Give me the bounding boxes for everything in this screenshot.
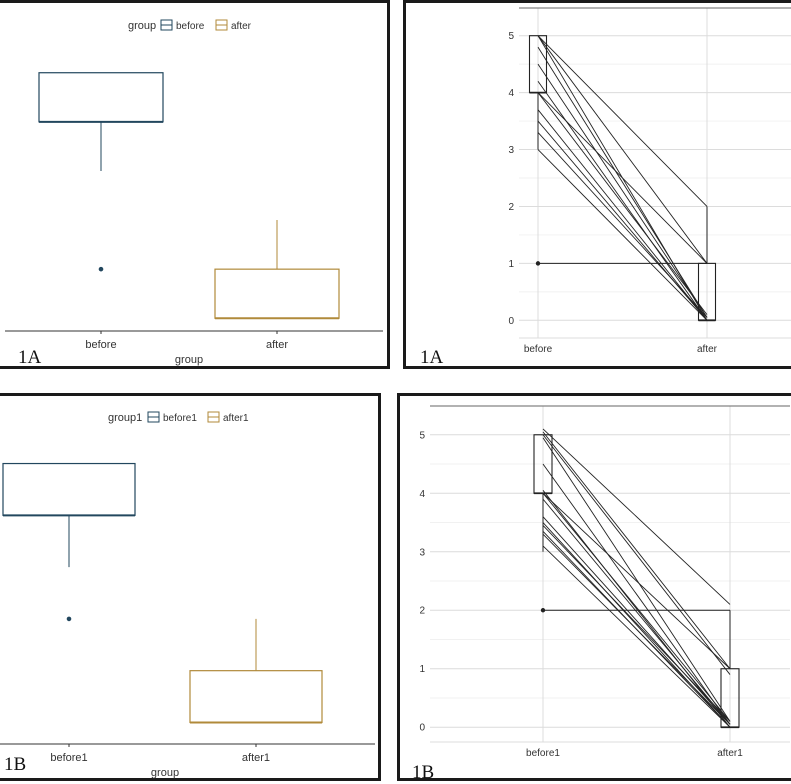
pair-line-11 — [537, 149, 708, 321]
panel-label: 1B — [4, 754, 26, 775]
legend-label-after: after — [231, 21, 252, 32]
box-before — [38, 72, 164, 123]
pair-line-9 — [537, 120, 708, 321]
pair-line-0 — [542, 428, 731, 605]
x-tick-label-after: after — [697, 344, 718, 355]
x-tick-label-before: before — [85, 339, 116, 351]
x-tick-label-after: after — [266, 339, 288, 351]
y-tick-label: 5 — [508, 31, 514, 42]
pair-line-5 — [537, 80, 708, 321]
pair-line-6 — [537, 92, 708, 315]
chart-1a-boxplot: group before after before after group 1A — [5, 19, 383, 368]
x-tick-label-before1: before1 — [50, 752, 87, 764]
pair-line-8 — [542, 498, 731, 725]
y-tick-label: 5 — [419, 430, 425, 441]
pair-line-7 — [542, 492, 731, 670]
panel-label: 1A — [420, 347, 444, 368]
legend-label-before1: before1 — [163, 413, 197, 424]
pair-line-10 — [542, 522, 731, 728]
panel-label: 1A — [18, 347, 42, 368]
pair-line-5 — [542, 490, 731, 728]
pair-line-9 — [542, 516, 731, 725]
pair-line-2 — [537, 35, 708, 207]
chart-1a-paired: 0 1 2 3 4 5 before after 1A — [420, 7, 791, 368]
pair-line-2 — [542, 434, 731, 675]
x-tick-label-before1: before1 — [526, 748, 560, 759]
pair-line-13 — [542, 533, 731, 725]
grid-lines — [519, 35, 791, 321]
x-tick-label-before: before — [524, 344, 553, 355]
y-tick-label: 1 — [419, 664, 425, 675]
panel-1b-boxplot: group1 before1 after1 before1 after1 group 1B — [0, 393, 381, 781]
paired-lines — [542, 428, 731, 728]
pair-line-10 — [537, 132, 708, 318]
y-tick-label: 3 — [419, 547, 425, 558]
legend-label-after1: after1 — [223, 413, 249, 424]
pair-line-3 — [537, 46, 708, 318]
legend-label-before: before — [176, 21, 205, 32]
pair-line-4 — [537, 63, 708, 318]
pair-line-6 — [542, 492, 731, 722]
outlier-before1-0 — [66, 616, 72, 622]
pair-line-1 — [537, 35, 708, 264]
pair-line-3 — [542, 437, 731, 722]
panel-label: 1B — [412, 762, 434, 783]
outlier-point-15 — [540, 608, 546, 613]
y-tick-label: 4 — [419, 489, 425, 500]
x-tick-label-after1: after1 — [242, 752, 270, 764]
pair-line-4 — [542, 463, 731, 725]
panel-1a-paired: 0 1 2 3 4 5 before after 1A — [403, 0, 791, 369]
pair-line-7 — [537, 92, 708, 264]
y-tick-label: 0 — [508, 316, 514, 327]
y-tick-label: 1 — [508, 259, 514, 270]
pair-line-1 — [542, 431, 731, 670]
pair-line-8 — [537, 109, 708, 321]
y-tick-label: 2 — [419, 606, 425, 617]
legend-title: group1 — [108, 412, 142, 424]
box-after1 — [189, 670, 323, 724]
pair-line-14 — [542, 545, 731, 728]
chart-1b-paired: 0 1 2 3 4 5 before1 after1 1B — [412, 405, 790, 783]
box-before1 — [2, 462, 136, 516]
y-tick-label: 3 — [508, 145, 514, 156]
panel-1b-paired: 0 1 2 3 4 5 before1 after1 1B — [397, 393, 791, 783]
panel-1a-boxplot: group before after before after group 1A — [0, 0, 390, 369]
pair-line-11 — [542, 525, 731, 722]
x-axis-title: group — [175, 354, 203, 366]
legend-title: group — [128, 20, 156, 32]
x-axis-title: group — [151, 767, 179, 779]
x-tick-label-after1: after1 — [717, 748, 743, 759]
grid-lines — [430, 434, 790, 728]
box-after — [214, 268, 340, 319]
y-tick-label: 4 — [508, 88, 514, 99]
outlier-point-12 — [535, 261, 541, 266]
outlier-before-0 — [98, 266, 104, 272]
paired-lines — [537, 35, 708, 321]
chart-1b-boxplot: group1 before1 after1 before1 after1 group 1B — [0, 411, 375, 779]
y-tick-label: 2 — [508, 202, 514, 213]
y-tick-label: 0 — [419, 723, 425, 734]
